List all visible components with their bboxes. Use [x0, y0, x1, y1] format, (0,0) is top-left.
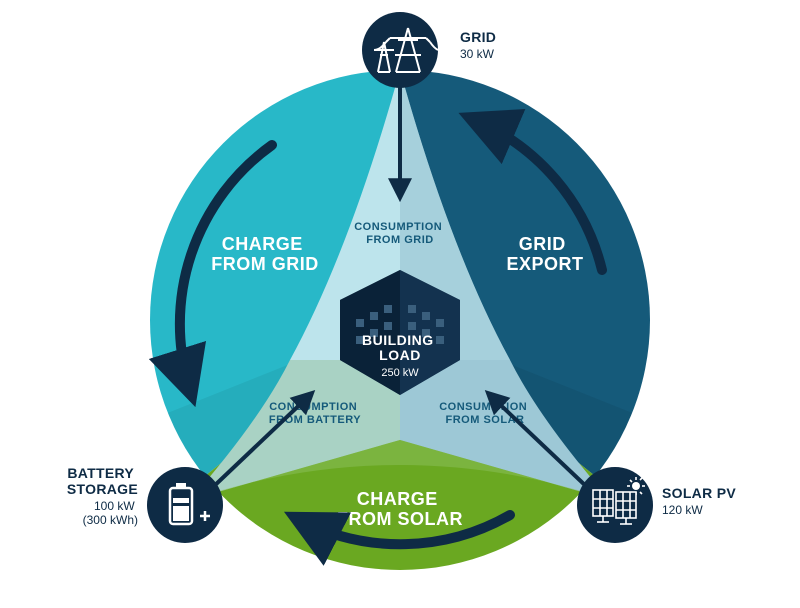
node-battery-title: BATTERY STORAGE: [67, 465, 138, 497]
node-grid-title: GRID: [460, 29, 496, 45]
node-solar-sub: 120 kW: [662, 503, 703, 517]
node-battery: BATTERY STORAGE 100 kW (300 kWh): [67, 465, 223, 543]
node-grid-sub: 30 kW: [460, 47, 495, 61]
node-solar: SOLAR PV 120 kW: [577, 467, 736, 543]
svg-text:250 kW: 250 kW: [381, 367, 419, 379]
label-charge-from-grid: CHARGE FROM GRID: [211, 234, 319, 274]
node-solar-title: SOLAR PV: [662, 485, 736, 501]
label-consumption-grid: CONSUMPTION FROM GRID: [354, 221, 446, 246]
node-battery-sub: 100 kW (300 kWh): [83, 499, 138, 527]
energy-flow-diagram: CHARGE FROM GRID GRID EXPORT CHARGE FROM…: [0, 0, 800, 608]
